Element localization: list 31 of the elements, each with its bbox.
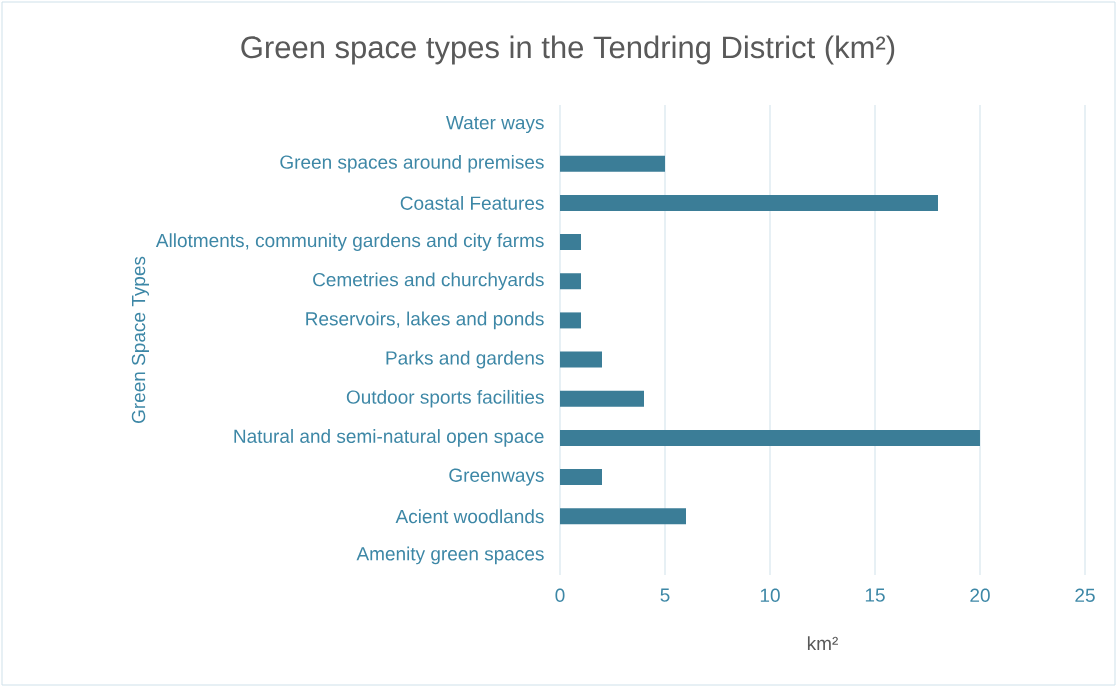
- y-tick-label: Outdoor sports facilities: [346, 389, 544, 408]
- y-tick-label: Natural and semi-natural open space: [234, 429, 544, 447]
- x-tick-label: 15: [865, 588, 885, 602]
- y-tick-label: Greenways: [449, 468, 544, 486]
- bar: [560, 234, 581, 251]
- y-tick-label: Acient woodlands: [395, 509, 544, 524]
- y-tick-label: Coastal Features: [400, 195, 544, 210]
- y-axis-title: Green Space Types: [131, 256, 150, 423]
- chart-title: Green space types in the Tendring District (km²): [241, 35, 895, 65]
- x-tick-label: 10: [760, 588, 780, 602]
- y-tick-label: Cemetries and churchyards: [313, 272, 544, 291]
- bar: [560, 508, 686, 525]
- bar: [560, 390, 644, 407]
- x-axis-title: km²: [807, 636, 838, 651]
- bar: [560, 273, 581, 290]
- y-tick-label: Parks and gardens: [386, 350, 544, 369]
- bar: [560, 469, 602, 486]
- x-tick-label: 20: [970, 588, 990, 602]
- bar: [560, 351, 602, 368]
- bar: [560, 155, 665, 172]
- x-tick-label: 5: [660, 588, 670, 602]
- bar: [560, 312, 581, 329]
- x-tick-label: 0: [555, 588, 565, 602]
- y-tick-label: Green spaces around premises: [280, 154, 544, 173]
- x-tick-label: 25: [1075, 588, 1095, 602]
- y-tick-label: Amenity green spaces: [356, 546, 544, 565]
- bar: [560, 194, 938, 211]
- y-tick-label: Water ways: [446, 116, 544, 134]
- y-tick-label: Reservoirs, lakes and ponds: [306, 311, 544, 330]
- bar: [560, 429, 980, 446]
- y-tick-label: Allotments, community gardens and city farms: [155, 233, 544, 251]
